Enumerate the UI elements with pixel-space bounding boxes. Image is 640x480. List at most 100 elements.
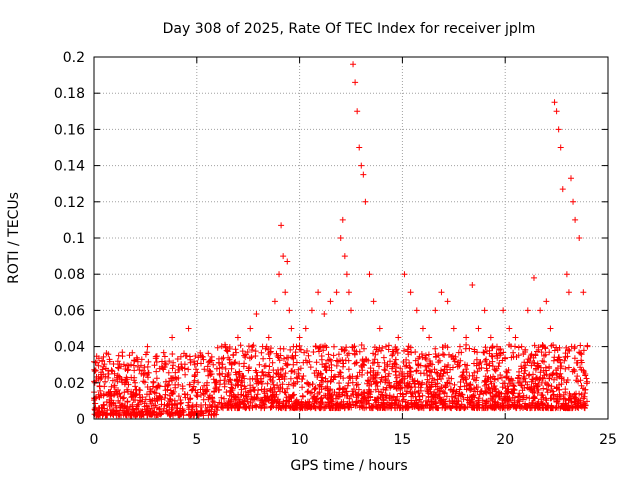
x-tick-label: 5 (192, 432, 201, 448)
data-point (584, 343, 591, 350)
data-point (395, 334, 402, 341)
y-tick-label: 0.12 (54, 195, 85, 211)
data-point (315, 289, 322, 296)
data-point (308, 307, 315, 314)
data-point (456, 343, 463, 350)
data-points (93, 61, 591, 401)
data-point (121, 379, 128, 386)
data-point (352, 79, 359, 86)
data-point (500, 307, 507, 314)
x-axis-label: GPS time / hours (290, 458, 407, 474)
data-point (350, 61, 357, 68)
data-point (265, 334, 272, 341)
data-point (228, 361, 235, 368)
data-point (475, 325, 482, 332)
y-axis-label: ROTI / TECUs (6, 192, 22, 284)
data-point (222, 343, 229, 350)
data-point (138, 370, 145, 377)
data-point (537, 307, 544, 314)
data-point (179, 365, 186, 372)
data-point (327, 298, 334, 305)
data-point (132, 383, 139, 390)
data-point (162, 361, 169, 368)
data-point (438, 289, 445, 296)
data-point (413, 307, 420, 314)
data-point (292, 352, 299, 359)
y-tick-label: 0.04 (54, 340, 85, 356)
data-point (407, 289, 414, 296)
data-point (288, 325, 295, 332)
data-point (389, 352, 396, 359)
data-point (197, 352, 204, 359)
y-tick-label: 0.2 (63, 50, 85, 66)
data-point (426, 334, 433, 341)
data-point (296, 334, 303, 341)
y-tick-labels: 0 0.02 0.04 0.06 0.08 0.1 0.12 0.14 0.16 0.18 0.2 (54, 50, 85, 428)
data-point (341, 253, 348, 260)
x-tick-label: 20 (496, 432, 514, 448)
data-point (345, 289, 352, 296)
data-point (115, 352, 122, 359)
data-point (216, 370, 223, 377)
data-point (358, 162, 365, 169)
data-point (356, 144, 363, 151)
data-point (333, 289, 340, 296)
x-tick-labels: 0 5 10 15 20 25 (90, 432, 617, 448)
data-point (570, 198, 577, 205)
data-point (559, 186, 566, 193)
data-point (173, 376, 180, 383)
data-point (286, 307, 293, 314)
y-tick-label: 0.02 (54, 376, 85, 392)
data-point (432, 307, 439, 314)
data-point (518, 343, 525, 350)
data-point (493, 343, 500, 350)
data-point (234, 334, 241, 341)
data-point (370, 298, 377, 305)
data-point (547, 325, 554, 332)
data-point (565, 289, 572, 296)
data-point (530, 274, 537, 281)
data-point (247, 325, 254, 332)
axis-ticks (93, 56, 609, 420)
data-point (101, 383, 108, 390)
data-point (259, 343, 266, 350)
data-point (543, 298, 550, 305)
data-point (563, 271, 570, 278)
data-point (156, 383, 163, 390)
data-point (551, 99, 558, 106)
y-tick-label: 0.06 (54, 303, 85, 319)
data-point (469, 282, 476, 289)
data-point (271, 298, 278, 305)
data-point (450, 325, 457, 332)
data-point (253, 311, 260, 318)
data-point (276, 271, 283, 278)
background-scatter-noise (91, 341, 591, 419)
y-tick-label: 0.16 (54, 122, 85, 138)
data-point (97, 376, 104, 383)
data-point (481, 307, 488, 314)
data-point (339, 216, 346, 223)
data-point (348, 307, 354, 314)
data-point (302, 325, 309, 332)
data-point (354, 108, 361, 115)
data-point (111, 370, 118, 377)
data-point (278, 222, 285, 229)
grid (94, 57, 608, 419)
data-point (553, 108, 560, 115)
y-tick-label: 0.14 (54, 159, 85, 175)
data-point (557, 144, 564, 151)
data-point (362, 198, 369, 205)
data-point (107, 388, 114, 395)
data-point (191, 361, 198, 368)
data-point (572, 216, 579, 223)
y-tick-label: 0.1 (63, 231, 85, 247)
data-point (512, 334, 519, 341)
data-point (567, 175, 574, 182)
data-point (282, 289, 289, 296)
data-point (444, 298, 451, 305)
data-point (343, 271, 350, 278)
data-point (419, 325, 426, 332)
y-tick-label: 0 (76, 412, 85, 428)
data-point (487, 334, 494, 341)
